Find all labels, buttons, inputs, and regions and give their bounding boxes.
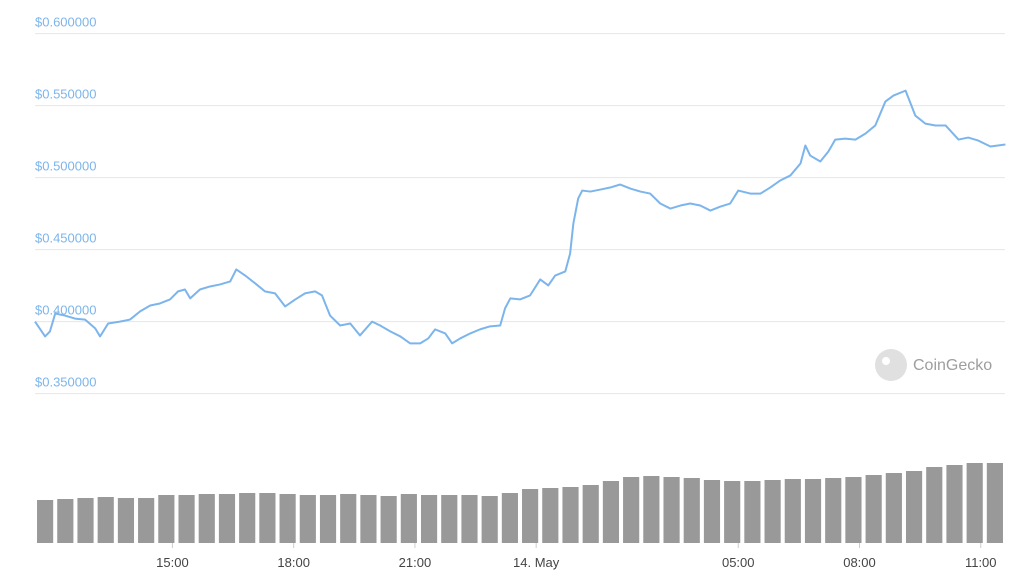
volume-bar	[461, 495, 478, 543]
volume-bar	[501, 493, 518, 543]
y-tick-label: $0.550000	[35, 87, 96, 102]
volume-bar	[885, 473, 902, 543]
price-line	[34, 89, 1006, 345]
y-tick-label: $0.600000	[35, 15, 96, 30]
volume-bar	[158, 495, 175, 543]
volume-bar	[683, 478, 700, 543]
y-tick-label: $0.350000	[35, 375, 96, 390]
y-tick-label: $0.450000	[35, 231, 96, 246]
volume-bar	[643, 476, 660, 543]
volume-bar	[37, 500, 54, 543]
x-tick-label: 21:00	[399, 555, 432, 570]
volume-bar	[946, 465, 963, 543]
watermark-text: CoinGecko	[913, 357, 992, 374]
volume-bar	[259, 493, 276, 543]
volume-bar	[602, 481, 620, 543]
y-tick-label: $0.500000	[35, 159, 96, 174]
plot: $0.350000 $0.400000 $0.450000 $0.500000 $0.5…	[34, 15, 1006, 570]
x-tick-label: 11:00	[965, 555, 997, 570]
volume-bar	[582, 485, 599, 543]
volume-bar	[279, 494, 296, 543]
volume-bar	[542, 488, 559, 543]
volume-bar	[865, 475, 882, 543]
volume-bar	[986, 463, 1003, 543]
y-tick-label: $0.400000	[35, 303, 96, 318]
volume-bar	[905, 471, 923, 543]
volume-bar	[703, 480, 721, 543]
volume-bar	[138, 498, 155, 543]
x-tick-label: 05:00	[722, 555, 755, 570]
volume-bar	[178, 495, 195, 543]
volume-bar	[97, 497, 114, 543]
volume-bar	[441, 495, 458, 543]
volume-bar	[340, 494, 357, 543]
volume-bar	[825, 478, 842, 543]
volume-bar	[562, 487, 579, 543]
volume-bar	[764, 480, 781, 543]
volume-bar	[744, 481, 761, 543]
volume-bar	[400, 494, 417, 543]
volume-bar	[198, 494, 215, 543]
volume-bar	[360, 495, 377, 543]
volume-bar	[77, 498, 94, 543]
watermark-logo-eye	[882, 357, 890, 365]
volume-bar	[420, 495, 438, 543]
volume-bar	[784, 479, 801, 543]
volume-bar	[663, 477, 680, 543]
volume-bar	[380, 496, 397, 543]
volume-bar	[623, 477, 640, 543]
x-tick-label: 08:00	[843, 555, 876, 570]
watermark-logo	[875, 349, 907, 381]
x-tick-label: 15:00	[156, 555, 189, 570]
x-tick-label: 18:00	[277, 555, 310, 570]
volume-bar	[57, 499, 74, 543]
volume-bar	[804, 479, 822, 543]
volume-bar	[117, 498, 135, 543]
volume-bar	[522, 489, 539, 543]
x-tick-label: 14. May	[513, 555, 560, 570]
volume-bar	[319, 495, 337, 543]
volume-bar	[481, 496, 498, 543]
volume-bar	[966, 463, 983, 543]
volume-bar	[218, 494, 236, 543]
volume-bar	[239, 493, 256, 543]
volume-bar	[299, 495, 316, 543]
watermark: CoinGecko	[875, 349, 992, 381]
volume-bar	[845, 477, 862, 543]
volume-bar	[724, 481, 741, 543]
volume-bar	[926, 467, 943, 543]
